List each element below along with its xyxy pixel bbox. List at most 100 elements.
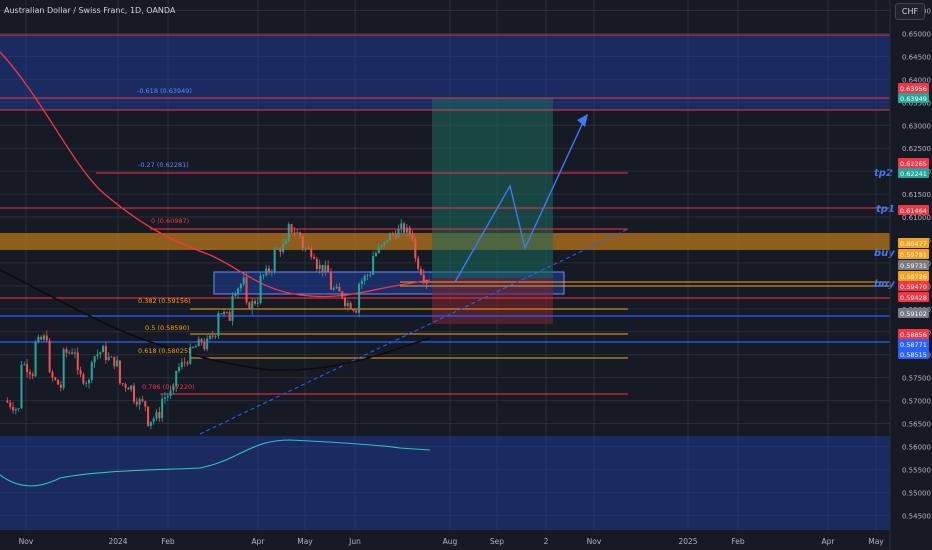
y-tick-label: 0.57000 [902,398,931,406]
y-tick-label: 0.55500 [902,466,931,474]
fib-label: 0 (0.60987) [151,217,189,225]
candle-body [346,302,349,306]
candle-body [76,352,79,371]
candle-body [335,286,338,289]
demand-zone-bottom [0,436,890,530]
price-tag-bg [898,308,929,318]
y-tick-label: 0.63500 [902,99,931,107]
candle-body [147,406,150,426]
price-tag-label: 0.62241 [900,170,927,178]
candle-body [425,280,428,284]
candle-body [220,313,223,315]
candle-body [270,271,273,273]
candle-body [304,247,307,249]
candle-body [155,412,158,419]
candle-body [87,379,90,384]
long-position-target [432,98,553,278]
y-tick-label: 0.61000 [902,214,931,222]
candle-body [408,227,411,235]
candle-body [242,277,245,285]
candle-body [265,268,268,275]
price-tag-bg [898,83,929,93]
candles-layer [6,218,428,430]
candle-body [313,256,316,259]
candle-body [82,374,85,384]
candle-body [211,335,214,337]
price-tag-label: 0.63956 [900,85,927,93]
candle-body [90,362,93,380]
price-tag-bg [898,329,929,339]
candle-body [341,291,344,298]
candle-body [107,356,110,361]
x-tick-label: 2024 [108,537,127,546]
fib-label: 0.618 (0.58025) [138,347,191,355]
candle-body [223,311,226,315]
price-tag-label: 0.59102 [900,310,927,318]
candle-body [9,402,12,407]
y-tick-label: 0.62500 [902,145,931,153]
candle-body [85,383,88,385]
candle-body [358,284,361,313]
ma-red [0,51,431,298]
candle-body [394,234,397,238]
candle-body [273,249,276,272]
candle-body [42,335,45,340]
x-tick-label: May [868,537,884,546]
candle-body [332,288,335,290]
candle-body [403,223,406,233]
x-tick-label: Sep [490,537,504,546]
candle-body [93,356,96,363]
candle-body [194,346,197,348]
levels-layer [0,34,890,435]
price-tag-bg [898,205,929,215]
annotation-label: tp1 [876,204,895,215]
candle-body [284,240,287,244]
candle-body [26,364,29,373]
candle-body [34,341,37,377]
candle-body [321,264,324,272]
x-tick-label: Aug [443,537,458,546]
candle-body [37,336,40,342]
candle-body [12,406,15,411]
x-tick-label: May [297,537,313,546]
candle-body [175,370,178,387]
candle-body [217,313,220,336]
candle-body [417,258,420,269]
x-tick-label: Apr [252,537,266,546]
x-tick-label: 2 [544,537,549,546]
candle-body [73,352,76,354]
trendline-dashed [199,228,629,435]
candle-body [197,339,200,347]
candle-body [329,271,332,290]
price-tag-bg [898,292,929,302]
candle-body [178,367,181,371]
x-tick-label: Nov [19,537,34,546]
currency-badge[interactable]: CHF [895,3,925,20]
candle-body [318,264,321,269]
candle-body [17,408,20,409]
fib-label: 0.786 (0.57220) [142,383,195,391]
y-tick-label: 0.55000 [902,489,931,497]
candle-body [192,347,195,348]
price-tag-label: 0.63949 [900,95,927,103]
price-tag-bg [898,260,929,270]
price-tag-label: 0.59731 [900,262,927,270]
candle-body [96,354,99,357]
candle-body [31,374,34,377]
price-tag-label: 0.60477 [900,240,927,248]
candle-body [369,274,372,276]
candle-body [383,241,386,246]
candle-body [397,228,400,238]
candle-body [20,364,23,409]
y-tick-label: 0.63000 [902,122,931,130]
y-tick-label: 0.56500 [902,421,931,429]
long-position-stop [432,278,553,324]
y-tick-label: 0.61500 [902,191,931,199]
candle-body [296,232,299,234]
candle-body [366,275,369,277]
candle-body [14,408,17,411]
price-tag-bg [898,158,929,168]
candle-body [149,421,152,426]
